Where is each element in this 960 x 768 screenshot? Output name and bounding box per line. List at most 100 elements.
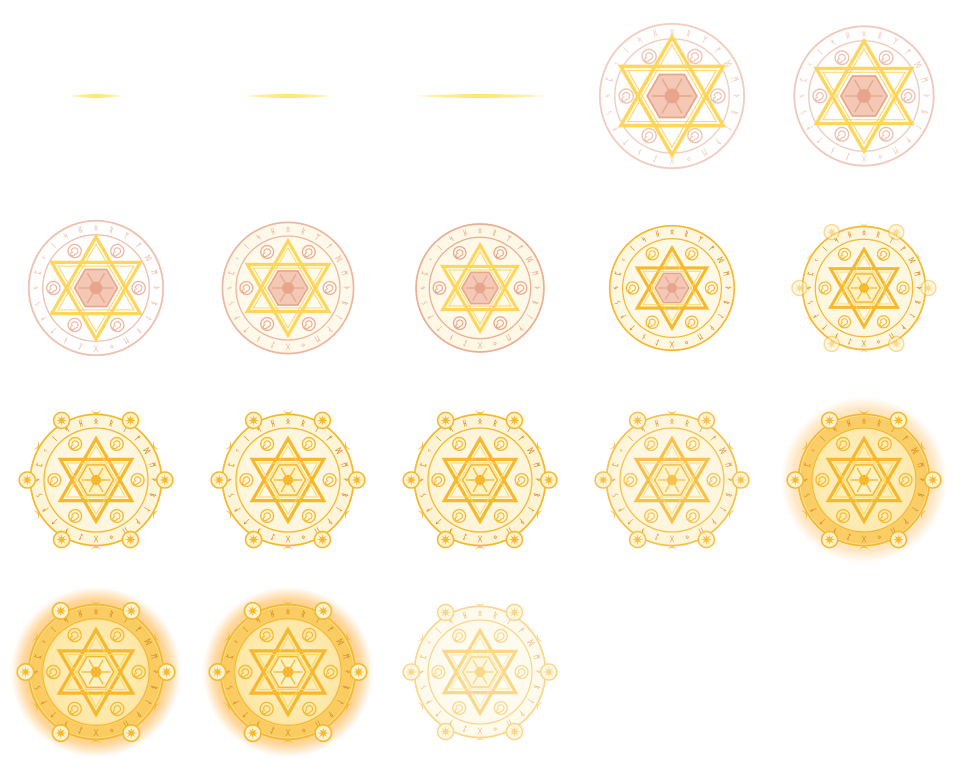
rune-glyph: ᚲ [39,254,49,262]
rune-glyph: ᚹ [326,710,336,720]
medallion-spiral [516,284,525,294]
crescent-moon-icon [415,632,424,642]
crescent-moon-icon [346,703,354,713]
hexagram-triangle-down [633,457,711,525]
center-core [282,282,294,294]
rune-glyph: ᚺ [462,228,468,238]
rune-glyph: ᚲ [424,446,434,454]
rune-glyph: ᛋ [638,424,646,434]
medallion-ring [704,281,719,295]
rune-glyph: ᛃ [417,478,426,482]
rune-glyph: ᚾ [638,526,646,536]
center-core [282,474,294,486]
rune-glyph: ᚹ [899,323,908,332]
rune-glyph: ᛁ [434,626,443,635]
rune-glyph: ᚠ [325,242,334,251]
rune-glyph: ᛁ [818,434,827,443]
inner-ring [234,618,342,726]
medallion-spiral [112,631,122,641]
medallion-spiral [49,476,59,486]
orb-star-icon [55,605,67,617]
rune-glyph: ᚠ [517,434,526,443]
rune-glyph: ᛉ [891,37,900,47]
medallion-spiral [262,440,271,450]
orb-star-icon [794,282,805,294]
rune-glyph: ᛇ [652,154,659,164]
rune-glyph: ᚷ [477,341,483,350]
crescent-moon-icon [415,440,424,450]
rune-glyph: ᛏ [815,135,825,145]
rune-glyph: ᚨ [424,505,434,513]
rune-glyph: ᚦ [534,670,543,674]
rune-glyph: ᛁ [242,242,251,251]
medallion-ring [710,88,726,104]
crescent-moon-icon [799,510,808,520]
rune-glyph: ᚲ [812,257,821,265]
medallion-ring [900,88,916,104]
medallion-ring [68,436,83,452]
frame-3-canvas [410,94,550,98]
rune-glyph: ᚲ [619,256,628,264]
rune-glyph: ᛟ [478,226,482,235]
rune-glyph: ᛇ [844,151,851,161]
rune-glyph: ᚾ [833,331,841,340]
hexagram-triangle-up [248,626,328,695]
hexagram-triangle-down [827,267,901,330]
medallion-ring [452,246,467,260]
rune-glyph: ᚾ [62,335,70,345]
rune-glyph: ᛒ [724,492,734,499]
rune-glyph: ᚹ [516,324,525,333]
medallion-ring [322,472,337,488]
rune-glyph: ᚨ [231,698,241,706]
rune-glyph: ᛃ [797,93,806,98]
medallion-spiral [133,476,142,486]
orb-star-icon [508,414,520,427]
medallion-spiral [112,705,122,715]
rune-glyph: ᛉ [313,232,322,242]
medallion-spiral [112,321,122,331]
hexagram-triangle-down [813,66,915,155]
rune-glyph: ᛜ [300,340,307,350]
crescent-moon-icon [667,408,677,414]
medallion-ring [323,664,338,680]
orb-star-icon [124,414,136,427]
hexagram-inner-up [822,47,906,121]
rune-glyph: ᚨ [812,312,821,320]
medallion-spiral [646,512,655,522]
medallion-spiral [903,92,913,102]
rune-glyph: ᚹ [133,517,142,526]
rune-glyph: ᛊ [34,492,44,499]
orb-star-icon [824,414,836,427]
rune-glyph: ᛈ [418,654,428,661]
rune-glyph: ᛞ [524,254,535,264]
hexagram-inner-up [256,636,320,690]
rune-glyph: ᛈ [226,270,236,277]
crescent-moon-icon [154,631,162,641]
rune-glyph: ᛏ [242,325,251,334]
crescent-moon-icon [30,703,38,713]
rune-glyph: ᚦ [724,286,732,290]
crescent-moon-icon [91,599,101,604]
rune-glyph: ᚦ [732,94,741,99]
rune-glyph: ᚠ [901,434,910,443]
inner-ring [621,237,723,339]
medallion-ring [513,281,528,295]
rune-glyph: ᛊ [226,300,236,307]
rune-glyph: ᚺ [77,225,84,235]
medallion-ring [452,436,467,452]
crescent-moon-icon [223,510,232,520]
rune-glyph: ᛞ [907,257,916,265]
medallion-ring [67,317,82,333]
crescent-moon-icon [917,316,925,326]
hexagram-inner-down [833,462,895,516]
rune-glyph: ᚷ [861,339,867,347]
rune-glyph: ᛋ [640,235,648,244]
